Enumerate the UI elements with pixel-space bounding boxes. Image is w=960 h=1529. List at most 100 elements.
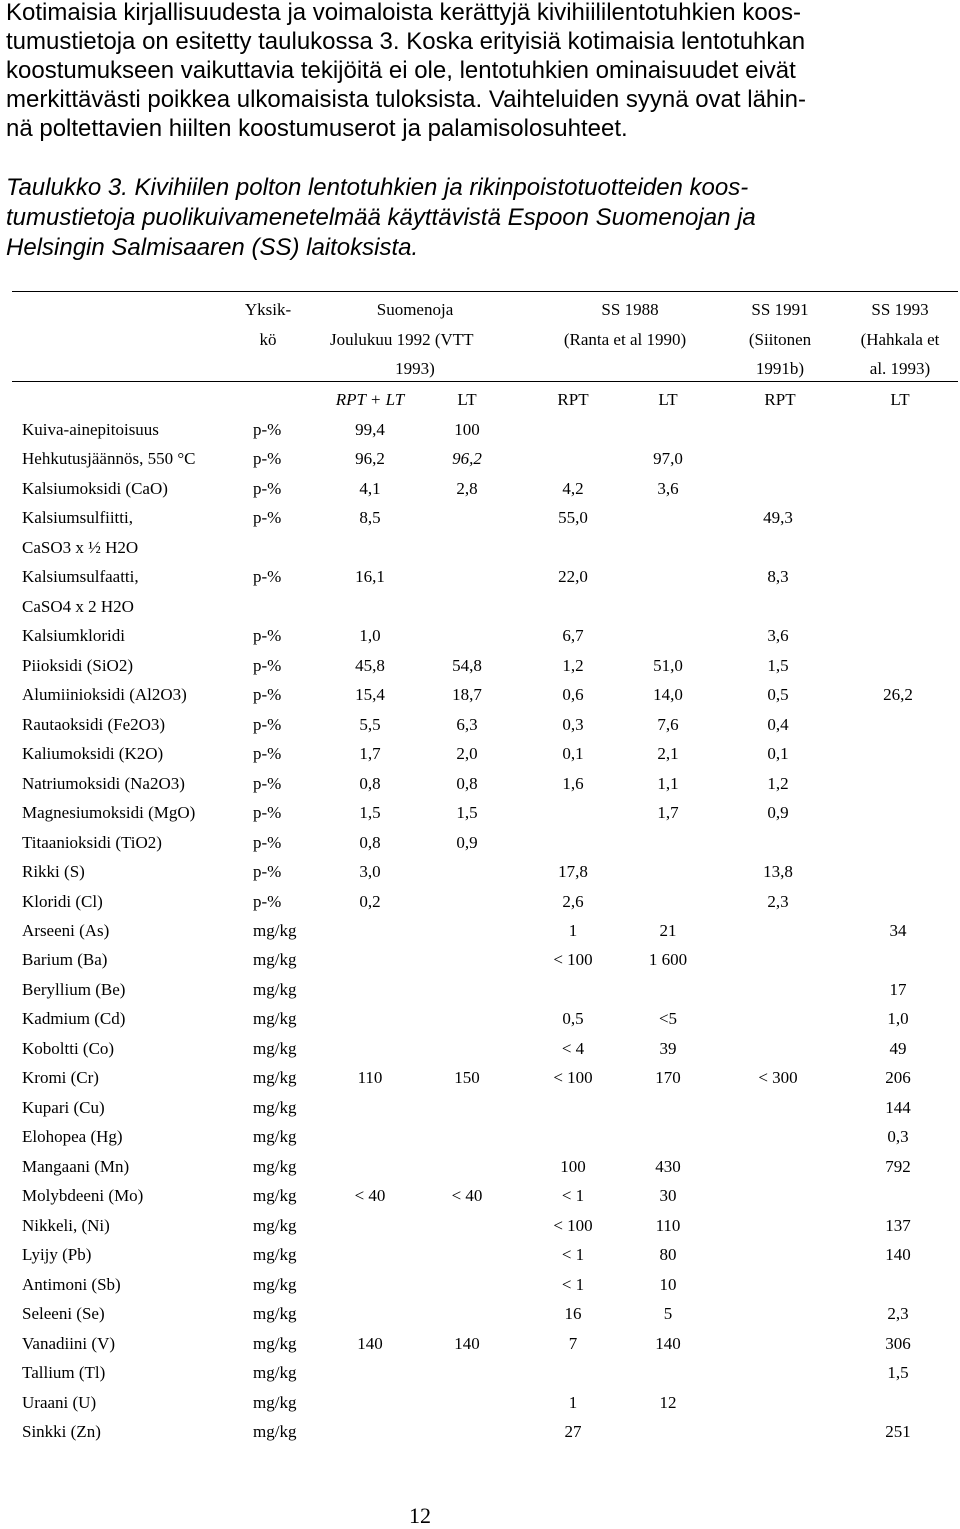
intro-line: merkittävästi poikkea ulkomaisista tulok… [6,86,806,113]
table-cell: 1 [568,1393,578,1412]
row-unit: mg/kg [253,1304,297,1323]
subheader-cell: RPT [764,390,796,409]
table-cell: 0,9 [456,833,478,852]
table-cell: 2,1 [657,744,679,763]
unit-header: kö [259,330,277,349]
table-cell: 49 [889,1039,907,1058]
row-unit: mg/kg [253,921,297,940]
row-unit: mg/kg [253,1127,297,1146]
table-cell: 1 600 [648,950,688,969]
table-cell: 2,8 [456,479,478,498]
caption-line: Taulukko 3. Kivihiilen polton lentotuhki… [6,174,749,201]
intro-line: koostumukseen vaikuttavia tekijöitä ei o… [6,57,796,84]
table-cell: 17 [889,980,907,999]
table-cell: 0,8 [456,774,478,793]
table-cell: 251 [885,1422,911,1441]
suomenoja-header: Joulukuu 1992 (VTT [330,330,474,349]
table-cell: 3,6 [767,626,789,645]
table-cell: 1,5 [456,803,478,822]
row-label: Rikki (S) [22,862,85,881]
table-cell: 0,9 [767,803,789,822]
table-cell: 8,3 [767,567,789,586]
row-unit: mg/kg [253,1245,297,1264]
row-label: Antimoni (Sb) [22,1275,121,1294]
row-label: Vanadiini (V) [22,1334,116,1353]
row-label: Arseeni (As) [22,921,110,940]
table-cell: 0,1 [767,744,789,763]
row-label: Kalsiumoksidi (CaO) [22,479,168,498]
row-unit: p-% [253,685,282,704]
table-top-rule [12,291,958,292]
table-cell: 140 [885,1245,911,1264]
intro-paragraph: Kotimaisia kirjallisuudesta ja voimalois… [6,0,946,143]
row-label: CaSO4 x 2 H2O [22,597,134,616]
row-label: Beryllium (Be) [22,980,126,999]
table-cell: 6,3 [456,715,478,734]
row-unit: p-% [253,833,282,852]
table-cell: 2,0 [456,744,478,763]
table-cell: 49,3 [763,508,793,527]
table-cell: 1,2 [767,774,789,793]
table-cell: 306 [885,1334,911,1353]
table-cell: 13,8 [763,862,793,881]
table-cell: 430 [655,1157,681,1176]
table-cell: 14,0 [653,685,683,704]
ss1993-header: SS 1993 [871,300,929,319]
table-cell: 1,7 [359,744,381,763]
row-unit: mg/kg [253,1157,297,1176]
table-cell: 0,3 [562,715,584,734]
table-cell: < 40 [354,1186,386,1205]
table-cell: 1,5 [887,1363,909,1382]
row-unit: mg/kg [253,1363,297,1382]
table-cell: 30 [659,1186,677,1205]
table-cell: < 1 [561,1245,585,1264]
table-cell: 6,7 [562,626,584,645]
table-cell: 1 [568,921,578,940]
table-cell: 100 [560,1157,586,1176]
table-cell: 2,3 [767,892,789,911]
table-cell: 0,4 [767,715,789,734]
table-cell: 140 [454,1334,480,1353]
row-label: Rautaoksidi (Fe2O3) [22,715,166,734]
row-unit: p-% [253,567,282,586]
row-label: Titaanioksidi (TiO2) [22,833,162,852]
table-cell: 8,5 [359,508,381,527]
table-cell: < 40 [451,1186,483,1205]
table-cell: 15,4 [355,685,385,704]
table-cell: 1,5 [359,803,381,822]
table-cell: 140 [357,1334,383,1353]
row-unit: p-% [253,420,282,439]
table-cell: 34 [889,921,907,940]
row-label: Elohopea (Hg) [22,1127,123,1146]
row-label: Kloridi (Cl) [22,892,103,911]
row-unit: mg/kg [253,950,297,969]
ss1988-header: (Ranta et al 1990) [563,330,687,349]
table-cell: 1,2 [562,656,584,675]
table-cell: 3,6 [657,479,679,498]
row-label: Kadmium (Cd) [22,1009,126,1028]
table-cell: < 1 [561,1275,585,1294]
row-unit: p-% [253,862,282,881]
row-label: Kromi (Cr) [22,1068,99,1087]
row-unit: mg/kg [253,1039,297,1058]
table-cell: < 100 [553,1216,593,1235]
row-label: CaSO3 x ½ H2O [22,538,139,557]
table-cell: 39 [659,1039,677,1058]
table-cell: 27 [564,1422,582,1441]
table-cell: 110 [655,1216,681,1235]
table-cell: 17,8 [558,862,588,881]
row-unit: mg/kg [253,1216,297,1235]
table-cell: 96,2 [355,449,385,468]
table-cell: < 4 [561,1039,585,1058]
subheader-cell: LT [457,390,477,409]
table-cell: 0,1 [562,744,584,763]
row-label: Kalsiumsulfaatti, [22,567,139,586]
table-cell: 3,0 [359,862,381,881]
table-cell: 12 [659,1393,677,1412]
ss1991-header: 1991b) [755,359,805,378]
row-unit: mg/kg [253,1098,297,1117]
table-cell: 4,2 [562,479,584,498]
table-cell: 16,1 [355,567,385,586]
row-label: Magnesiumoksidi (MgO) [22,803,196,822]
row-unit: mg/kg [253,1009,297,1028]
